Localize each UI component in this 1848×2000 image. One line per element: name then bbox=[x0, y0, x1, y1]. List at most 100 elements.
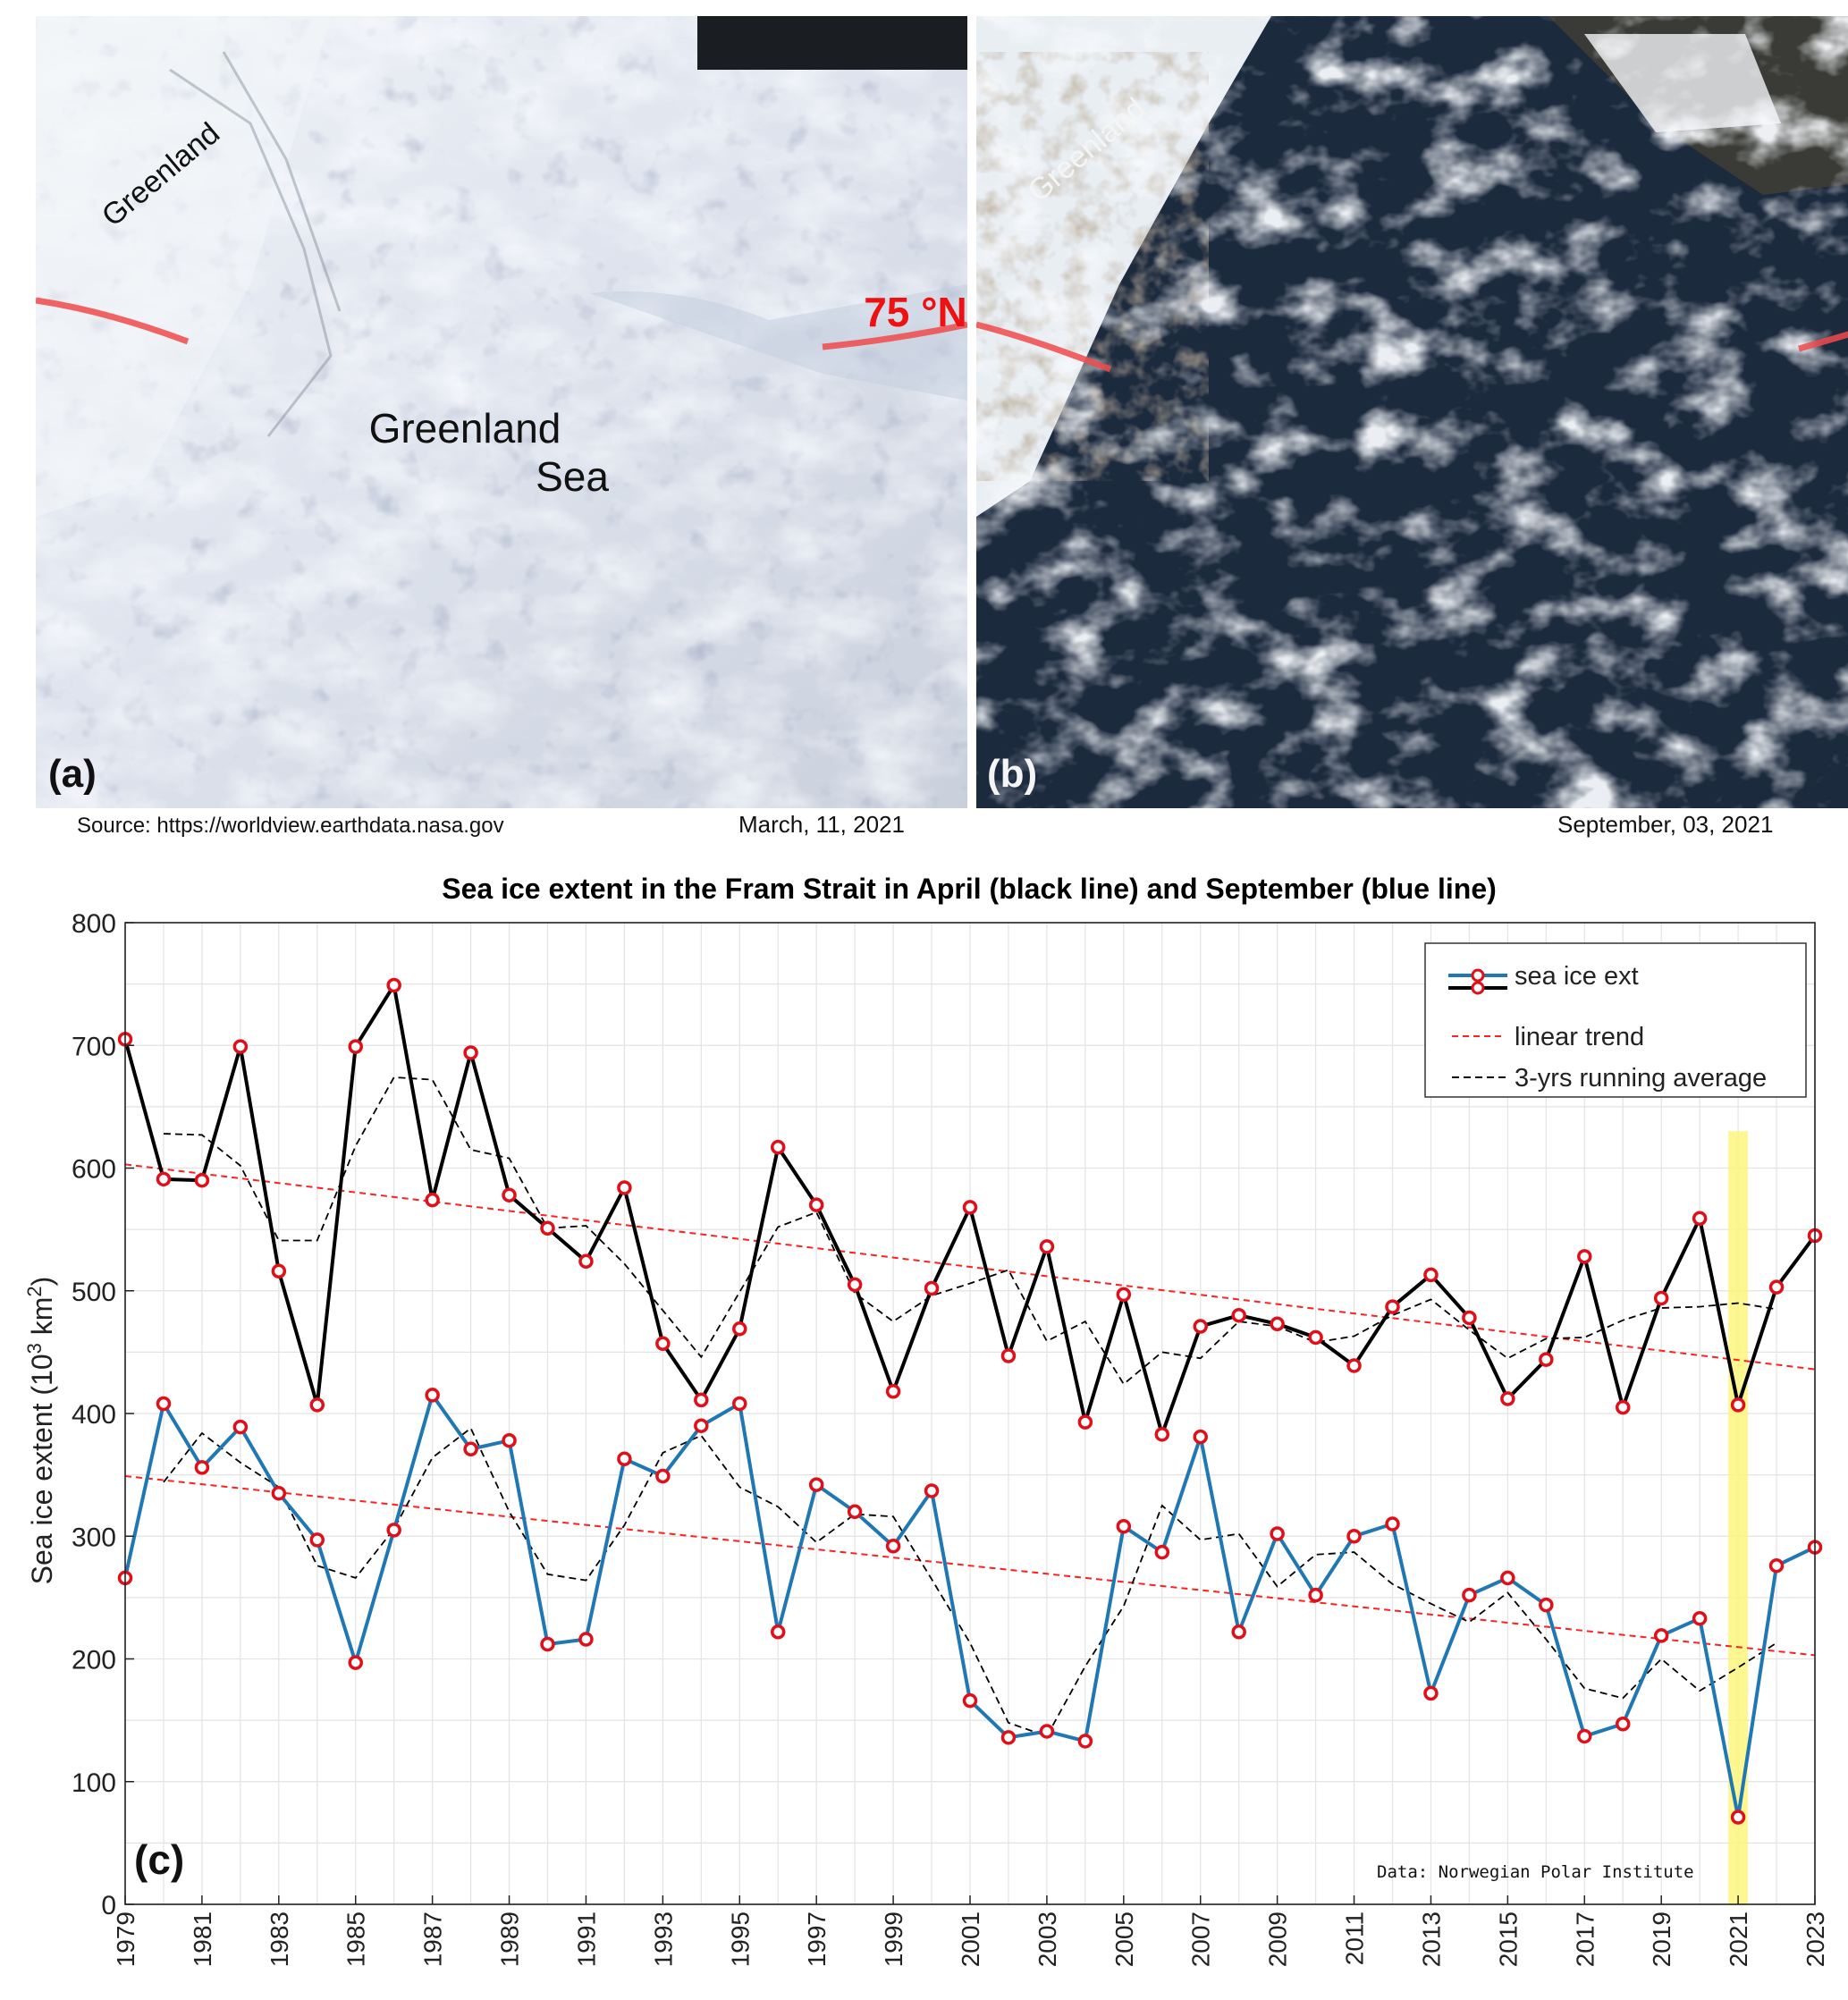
image-source-caption: Source: https://worldview.earthdata.nasa… bbox=[77, 814, 504, 838]
y-axis-label-main: Sea ice extent (10 bbox=[26, 1354, 58, 1584]
x-tick-label: 1997 bbox=[803, 1911, 831, 1967]
y-tick-label: 200 bbox=[72, 1646, 116, 1675]
data-point-april bbox=[1615, 1399, 1631, 1415]
data-point-april bbox=[1000, 1348, 1017, 1363]
y-tick-label: 100 bbox=[72, 1768, 116, 1798]
data-point-april bbox=[1193, 1319, 1208, 1334]
data-markers bbox=[117, 977, 1823, 1825]
latitude-line-left bbox=[976, 321, 1112, 373]
data-point-september bbox=[1346, 1529, 1362, 1544]
data-point-september bbox=[1000, 1730, 1017, 1745]
trend-line-april bbox=[124, 1163, 1816, 1371]
latitude-label: 75 °N bbox=[864, 289, 967, 335]
running-average-april bbox=[163, 1076, 1777, 1386]
data-point-september bbox=[386, 1523, 401, 1538]
data-point-september bbox=[1500, 1570, 1515, 1586]
data-point-april bbox=[962, 1200, 978, 1215]
y-axis-label-end: ) bbox=[26, 1277, 58, 1287]
x-tick-labels: 1979 1981 1983 1985 1987 1989 1991 1993 1995 1997… bbox=[112, 1911, 1829, 1967]
satellite-image-september: Greenland (b) bbox=[976, 16, 1848, 808]
x-tick-label: 1995 bbox=[726, 1911, 754, 1967]
y-tick-label: 300 bbox=[72, 1523, 116, 1552]
data-point-april bbox=[1346, 1358, 1362, 1373]
y-tick-labels: 0 100 200 300 400 500 600 700 800 bbox=[72, 909, 116, 1920]
x-tick-label: 1983 bbox=[266, 1911, 293, 1967]
highlight-band-2021 bbox=[1728, 1131, 1749, 1904]
data-point-september bbox=[924, 1483, 940, 1498]
data-point-april bbox=[694, 1392, 709, 1408]
data-point-april bbox=[1308, 1329, 1323, 1346]
data-point-september bbox=[1539, 1597, 1554, 1613]
data-point-september bbox=[194, 1460, 210, 1475]
latitude-line-right bbox=[822, 321, 967, 350]
y-tick-label: 0 bbox=[101, 1891, 116, 1920]
data-point-september bbox=[1270, 1526, 1285, 1541]
data-point-april bbox=[232, 1039, 249, 1054]
data-point-september bbox=[847, 1504, 863, 1520]
data-point-april bbox=[924, 1280, 940, 1296]
x-tick-label: 2021 bbox=[1725, 1911, 1752, 1967]
data-point-september bbox=[1577, 1728, 1592, 1744]
y-axis-label-mid: km bbox=[26, 1297, 58, 1344]
data-point-september bbox=[1039, 1724, 1055, 1739]
data-credit: Data: Norwegian Polar Institute bbox=[1377, 1862, 1694, 1882]
data-point-april bbox=[1692, 1211, 1708, 1227]
data-point-september bbox=[1308, 1587, 1323, 1603]
data-point-september bbox=[1154, 1544, 1170, 1560]
data-point-april bbox=[655, 1336, 671, 1352]
data-point-september bbox=[463, 1441, 478, 1457]
data-point-april bbox=[578, 1253, 594, 1270]
data-point-april bbox=[1462, 1310, 1477, 1326]
data-point-april bbox=[348, 1039, 363, 1054]
data-point-april bbox=[732, 1321, 747, 1337]
data-point-april bbox=[271, 1263, 287, 1279]
legend-label-series: sea ice ext bbox=[1515, 962, 1639, 991]
data-point-september bbox=[540, 1636, 555, 1652]
y-tick-label: 600 bbox=[72, 1155, 116, 1185]
data-point-april bbox=[1500, 1391, 1515, 1406]
x-tick-label: 1989 bbox=[496, 1911, 524, 1967]
data-point-april bbox=[770, 1139, 786, 1155]
data-point-september bbox=[694, 1418, 709, 1433]
data-point-april bbox=[156, 1171, 172, 1187]
data-point-september bbox=[1077, 1734, 1093, 1749]
data-point-september bbox=[962, 1692, 978, 1709]
data-point-april bbox=[309, 1397, 325, 1413]
data-point-april bbox=[808, 1197, 824, 1212]
y-tick-label: 400 bbox=[72, 1400, 116, 1430]
y-tick-label: 800 bbox=[72, 909, 116, 939]
x-tick-label: 1991 bbox=[572, 1911, 600, 1967]
x-tick-label: 2005 bbox=[1110, 1911, 1138, 1967]
latitude-line-left bbox=[36, 297, 190, 345]
x-tick-label: 2003 bbox=[1034, 1911, 1061, 1967]
satellite-image-march-canvas: Greenland Greenland Sea 75 °N (a) bbox=[36, 16, 967, 808]
data-point-april bbox=[1039, 1239, 1055, 1254]
data-point-september bbox=[1231, 1624, 1246, 1640]
sea-ice-chart-svg: Sea ice extent in the Fram Strait in Apr… bbox=[23, 873, 1829, 1967]
x-tick-label: 2013 bbox=[1417, 1911, 1445, 1967]
data-point-september bbox=[1385, 1516, 1400, 1532]
data-point-april bbox=[617, 1180, 632, 1195]
data-point-april bbox=[885, 1384, 901, 1399]
legend-marker bbox=[1471, 981, 1485, 995]
data-point-april bbox=[1077, 1414, 1093, 1430]
data-point-september bbox=[1692, 1610, 1708, 1626]
data-point-september bbox=[1423, 1685, 1439, 1701]
y-axis-label: Sea ice extent (103 km2) bbox=[23, 1277, 58, 1585]
panel-c-letter: (c) bbox=[134, 1836, 184, 1883]
running-average-lines bbox=[163, 1076, 1777, 1738]
data-point-september bbox=[1462, 1587, 1477, 1603]
sea-ice-chart: Sea ice extent in the Fram Strait in Apr… bbox=[0, 858, 1848, 2000]
greenland-sea-label-line2: Sea bbox=[536, 453, 609, 500]
y-axis-label-sup1: 3 bbox=[23, 1343, 46, 1354]
x-tick-label: 1985 bbox=[342, 1911, 370, 1967]
chart-axes bbox=[124, 922, 1816, 1905]
data-point-september bbox=[1653, 1628, 1669, 1643]
year-highlight bbox=[1728, 1131, 1749, 1904]
x-tick-label: 1981 bbox=[189, 1911, 216, 1967]
y-tick-label: 500 bbox=[72, 1278, 116, 1307]
data-point-september bbox=[770, 1624, 786, 1640]
data-point-april bbox=[1116, 1287, 1132, 1303]
data-point-april bbox=[1231, 1307, 1246, 1323]
data-point-april bbox=[1423, 1267, 1439, 1283]
